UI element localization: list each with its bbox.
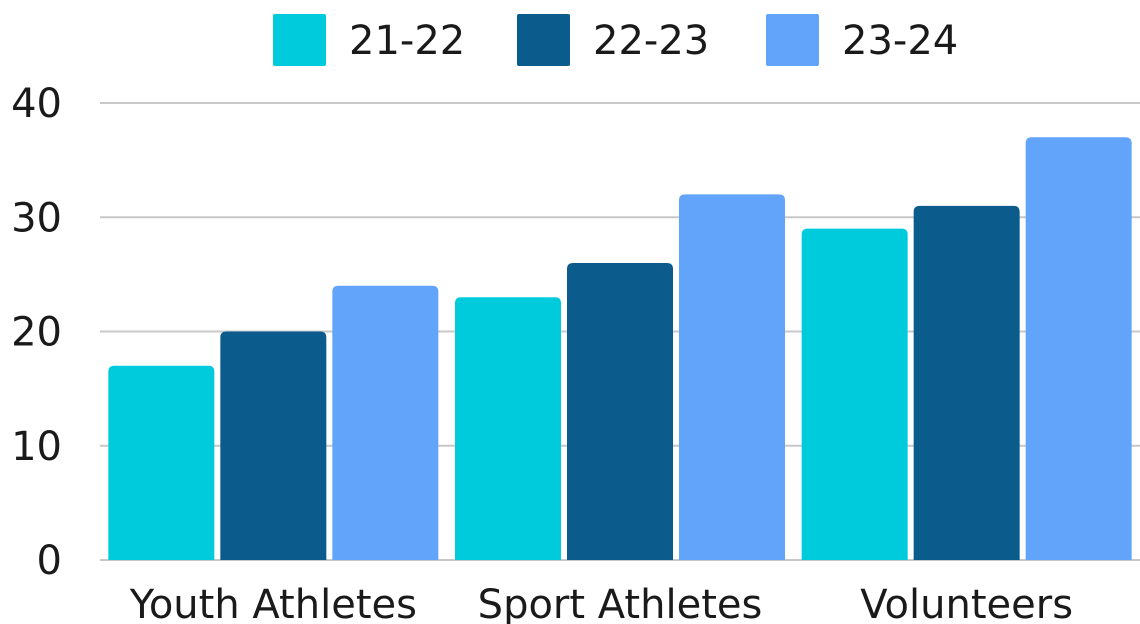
legend-label: 21-22 xyxy=(349,18,465,64)
bar-21-22-sport-athletes xyxy=(455,297,561,560)
legend-swatch xyxy=(517,14,570,66)
bar-21-22-youth-athletes xyxy=(108,365,215,560)
bar-23-24-volunteers xyxy=(1025,137,1132,560)
y-tick-label: 40 xyxy=(11,81,62,127)
legend-swatch xyxy=(766,14,819,66)
bar-23-24-youth-athletes xyxy=(332,285,439,560)
legend-swatch xyxy=(273,14,326,66)
legend-label: 22-23 xyxy=(593,18,709,64)
y-tick-label: 0 xyxy=(37,538,62,584)
legend: 21-22 22-23 23-24 xyxy=(273,14,958,66)
x-category-label: Youth Athletes xyxy=(129,582,417,624)
bar-22-23-youth-athletes xyxy=(220,331,327,560)
bar-22-23-volunteers xyxy=(913,205,1020,560)
legend-label: 23-24 xyxy=(842,18,958,64)
bar-22-23-sport-athletes xyxy=(567,262,673,560)
y-axis-ticks: 0 10 20 30 40 xyxy=(11,81,62,584)
y-tick-label: 30 xyxy=(11,195,62,241)
bar-23-24-sport-athletes xyxy=(679,194,785,560)
bar-21-22-volunteers xyxy=(801,228,908,561)
y-tick-label: 10 xyxy=(11,424,62,470)
x-category-label: Sport Athletes xyxy=(478,582,763,624)
y-tick-label: 20 xyxy=(11,310,62,356)
bars-layer xyxy=(108,137,1132,561)
x-axis-labels: Youth Athletes Sport Athletes Volunteers xyxy=(129,582,1073,624)
x-category-label: Volunteers xyxy=(860,582,1073,624)
